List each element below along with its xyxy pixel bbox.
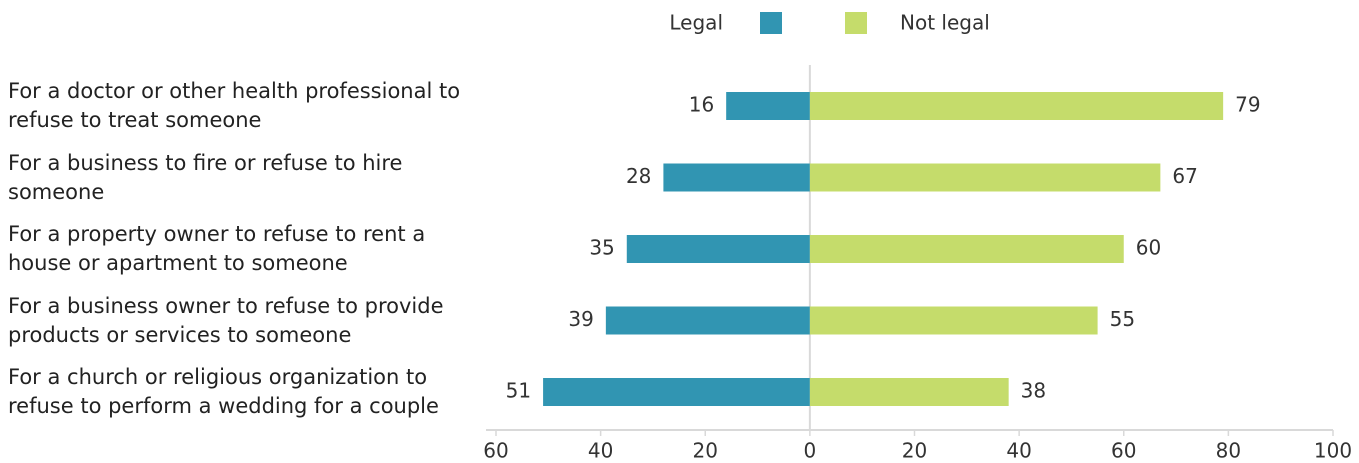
legend-label: Legal: [669, 11, 723, 35]
category-label: For a doctor or other health professiona…: [8, 79, 461, 132]
bar: [663, 163, 810, 192]
data-label: 67: [1172, 164, 1197, 188]
x-tick-label: 0: [804, 439, 817, 463]
bar: [726, 92, 810, 120]
x-tick-label: 60: [483, 439, 508, 463]
x-tick-label: 100: [1314, 439, 1352, 463]
x-tick-label: 80: [1216, 439, 1241, 463]
x-tick-label: 20: [693, 439, 718, 463]
x-tick-label: 20: [902, 439, 927, 463]
category-label: For a church or religious organization t…: [8, 365, 439, 418]
x-tick-label: 40: [588, 439, 613, 463]
legend-label: Not legal: [900, 11, 990, 35]
data-label: 38: [1021, 379, 1046, 403]
data-label: 55: [1110, 307, 1135, 331]
bar: [809, 306, 1098, 335]
bar: [809, 92, 1224, 120]
data-label: 28: [626, 164, 651, 188]
legend-swatch: [845, 12, 867, 34]
category-label: For a business owner to refuse to provid…: [8, 293, 444, 347]
bar: [809, 235, 1124, 263]
category-label: For a property owner to refuse to rent a…: [8, 222, 426, 275]
data-label: 60: [1136, 236, 1161, 260]
data-label: 35: [589, 236, 614, 260]
bar: [809, 163, 1161, 192]
data-label: 79: [1235, 93, 1260, 117]
x-tick-label: 60: [1111, 439, 1136, 463]
bar: [543, 378, 810, 406]
legend-swatch: [760, 12, 782, 34]
bar: [605, 306, 810, 335]
data-label: 16: [689, 93, 714, 117]
x-tick-label: 40: [1006, 439, 1031, 463]
category-label: For a business to fire or refuse to hire…: [8, 150, 403, 204]
bar: [626, 235, 810, 263]
data-label: 39: [568, 307, 593, 331]
data-label: 51: [506, 379, 531, 403]
bar: [809, 378, 1009, 406]
